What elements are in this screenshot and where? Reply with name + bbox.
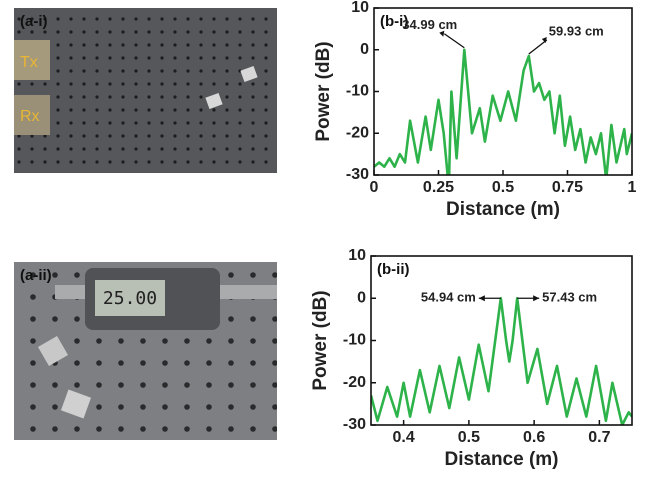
- annotation: 54.94 cm: [421, 290, 476, 305]
- arrow-head: [439, 30, 445, 37]
- x-tick-label: 0.75: [552, 179, 583, 196]
- y-tick-label: 10: [348, 247, 366, 264]
- y-tick-label: 0: [360, 41, 369, 58]
- x-tick-label: 0.7: [588, 429, 610, 446]
- y-tick-label: -30: [346, 166, 369, 183]
- data-line: [371, 297, 632, 425]
- antenna-rx: [14, 95, 50, 135]
- x-axis-label: Distance (m): [444, 449, 558, 470]
- x-tick-label: 0: [370, 179, 379, 196]
- y-tick-label: -20: [346, 124, 369, 141]
- y-tick-label: 10: [351, 0, 369, 16]
- rx-label: Rx: [20, 108, 40, 125]
- x-tick-label: 1: [628, 179, 637, 196]
- caliper-reading: 25.00: [103, 288, 157, 309]
- y-axis-label: Power (dB): [313, 41, 334, 141]
- tx-label: Tx: [20, 54, 38, 71]
- photo-label: (a-i): [20, 13, 48, 30]
- x-axis-label: Distance (m): [446, 199, 560, 220]
- annotation-arrow: [528, 39, 548, 55]
- photo-a-ii: (a-ii) 25.00: [14, 262, 277, 440]
- x-tick-label: 0.6: [523, 429, 545, 446]
- arrow-head: [478, 295, 485, 302]
- plot-frame: [370, 255, 633, 426]
- annotation: 34.99 cm: [402, 17, 457, 32]
- arrow-head: [533, 295, 540, 302]
- x-tick-label: 0.5: [492, 179, 514, 196]
- x-tick-label: 0.4: [393, 429, 415, 446]
- x-tick-label: 0.5: [458, 429, 480, 446]
- panel-label: (b-i): [380, 13, 408, 30]
- reflector: [60, 389, 92, 419]
- y-tick-label: -10: [346, 83, 369, 100]
- data-line: [374, 48, 632, 175]
- photo-a-i: (a-i) Tx Rx: [14, 8, 277, 173]
- y-tick-label: -30: [343, 416, 366, 433]
- x-tick-label: 0.25: [423, 179, 454, 196]
- caliper-display: [95, 280, 165, 316]
- y-tick-label: -20: [343, 374, 366, 391]
- photo-label: (a-ii): [20, 267, 52, 284]
- reflector: [37, 335, 69, 367]
- photo-background: [14, 8, 277, 173]
- y-tick-label: -10: [343, 332, 366, 349]
- reflector: [205, 92, 223, 110]
- y-axis-label: Power (dB): [310, 290, 331, 390]
- annotation-arrow: [443, 33, 465, 49]
- antenna-tx: [14, 40, 50, 80]
- y-tick-label: 0: [357, 289, 366, 306]
- annotation: 59.93 cm: [549, 23, 604, 38]
- annotation: 57.43 cm: [542, 290, 597, 305]
- panel-label: (b-ii): [377, 261, 409, 278]
- reflector: [240, 65, 258, 83]
- arrow-head: [541, 37, 547, 44]
